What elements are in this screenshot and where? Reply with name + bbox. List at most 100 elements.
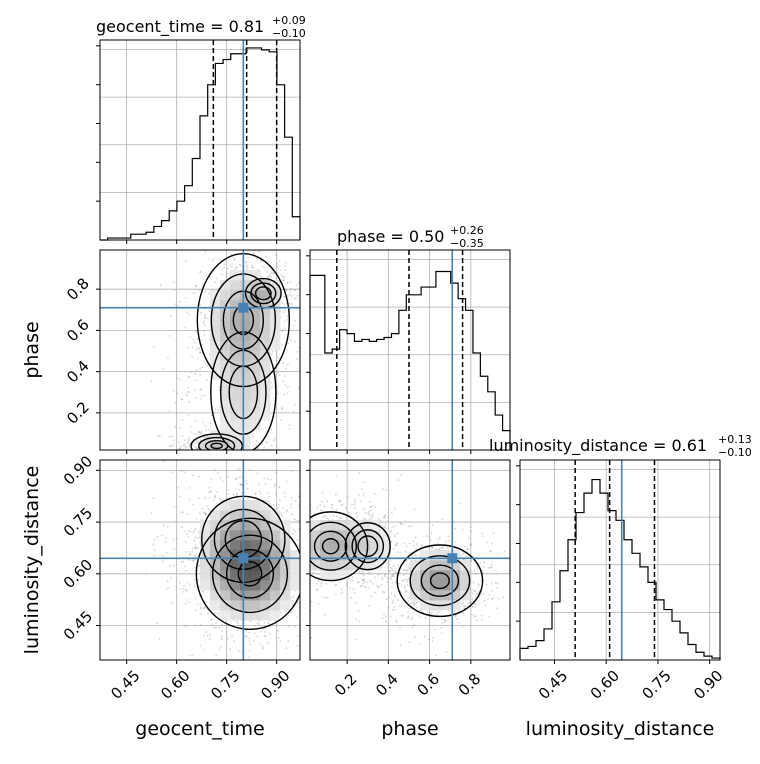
scatter-point bbox=[301, 558, 303, 560]
scatter-point bbox=[211, 451, 213, 453]
scatter-point bbox=[284, 320, 286, 323]
density-cell bbox=[270, 530, 281, 541]
scatter-point bbox=[319, 504, 322, 507]
scatter-point bbox=[286, 282, 289, 285]
scatter-point bbox=[317, 602, 320, 605]
scatter-point bbox=[267, 276, 270, 279]
scatter-point bbox=[233, 268, 236, 271]
y-tick-label: 0.60 bbox=[60, 556, 96, 592]
scatter-point bbox=[470, 530, 473, 533]
scatter-point bbox=[172, 389, 175, 392]
scatter-point bbox=[201, 593, 203, 595]
scatter-point bbox=[390, 567, 393, 570]
scatter-point bbox=[469, 526, 472, 529]
scatter-point bbox=[438, 548, 441, 550]
density-layer bbox=[274, 472, 510, 657]
scatter-point bbox=[188, 376, 191, 378]
scatter-point bbox=[368, 517, 371, 520]
scatter-point bbox=[239, 483, 242, 486]
density-cell bbox=[310, 550, 321, 561]
scatter-point bbox=[393, 606, 396, 609]
scatter-point bbox=[167, 356, 169, 359]
scatter-point bbox=[212, 499, 215, 501]
scatter-point bbox=[495, 607, 498, 609]
scatter-point bbox=[407, 525, 410, 528]
scatter-point bbox=[383, 613, 386, 616]
scatter-point bbox=[203, 329, 205, 332]
scatter-point bbox=[415, 548, 417, 550]
scatter-point bbox=[313, 597, 315, 599]
scatter-point bbox=[302, 544, 304, 546]
scatter-point bbox=[385, 489, 388, 491]
scatter-point bbox=[186, 441, 189, 444]
density-cell bbox=[210, 300, 221, 311]
scatter-point bbox=[308, 584, 310, 586]
scatter-point bbox=[445, 651, 448, 654]
scatter-point bbox=[257, 447, 260, 450]
scatter-point bbox=[200, 452, 202, 454]
scatter-point bbox=[306, 580, 308, 582]
scatter-point bbox=[239, 455, 241, 457]
scatter-point bbox=[358, 472, 361, 474]
scatter-point bbox=[324, 596, 327, 599]
scatter-point bbox=[278, 466, 280, 468]
scatter-point bbox=[199, 368, 202, 370]
scatter-point bbox=[447, 535, 450, 538]
scatter-point bbox=[221, 451, 223, 453]
density-cell bbox=[240, 560, 251, 571]
scatter-point bbox=[404, 578, 407, 581]
x-tick-label: 0.60 bbox=[587, 667, 623, 703]
scatter-point bbox=[480, 614, 483, 617]
scatter-point bbox=[267, 495, 270, 498]
scatter-point bbox=[201, 366, 204, 369]
scatter-point bbox=[194, 566, 196, 569]
scatter-point bbox=[274, 506, 276, 508]
scatter-point bbox=[296, 510, 298, 512]
scatter-point bbox=[252, 639, 255, 642]
scatter-point bbox=[168, 410, 171, 413]
scatter-point bbox=[391, 575, 394, 578]
scatter-point bbox=[441, 622, 444, 625]
scatter-point bbox=[471, 613, 474, 616]
scatter-point bbox=[470, 559, 473, 562]
scatter-point bbox=[206, 364, 209, 367]
scatter-point bbox=[176, 305, 179, 308]
density-cell bbox=[260, 540, 271, 551]
density-cell bbox=[230, 300, 241, 311]
scatter-point bbox=[185, 260, 187, 263]
density-cell bbox=[240, 420, 251, 431]
density-cell bbox=[370, 560, 381, 571]
density-cell bbox=[220, 290, 231, 301]
scatter-point bbox=[395, 620, 398, 622]
scatter-point bbox=[169, 315, 172, 317]
scatter-point bbox=[283, 295, 285, 298]
density-cell bbox=[220, 310, 231, 321]
scatter-point bbox=[306, 533, 308, 535]
scatter-point bbox=[303, 643, 305, 645]
truth-marker bbox=[238, 302, 249, 313]
scatter-point bbox=[198, 512, 201, 515]
scatter-point bbox=[395, 568, 398, 570]
scatter-point bbox=[199, 311, 202, 314]
scatter-point bbox=[221, 623, 223, 626]
scatter-point bbox=[270, 428, 273, 431]
density-cell bbox=[410, 570, 421, 581]
scatter-point bbox=[321, 491, 324, 494]
scatter-point bbox=[383, 591, 386, 594]
scatter-point bbox=[232, 493, 235, 496]
panel-frame bbox=[309, 249, 511, 451]
scatter-point bbox=[363, 578, 365, 581]
scatter-point bbox=[198, 430, 200, 433]
scatter-point bbox=[362, 494, 365, 497]
scatter-point bbox=[221, 629, 223, 632]
scatter-point bbox=[188, 601, 191, 604]
scatter-point bbox=[406, 579, 409, 581]
scatter-point bbox=[369, 505, 372, 508]
scatter-point bbox=[236, 620, 238, 623]
scatter-point bbox=[206, 612, 209, 615]
density-cell bbox=[210, 350, 221, 361]
scatter-point bbox=[200, 430, 203, 433]
scatter-point bbox=[494, 582, 497, 584]
scatter-point bbox=[377, 586, 379, 589]
scatter-point bbox=[385, 598, 388, 601]
